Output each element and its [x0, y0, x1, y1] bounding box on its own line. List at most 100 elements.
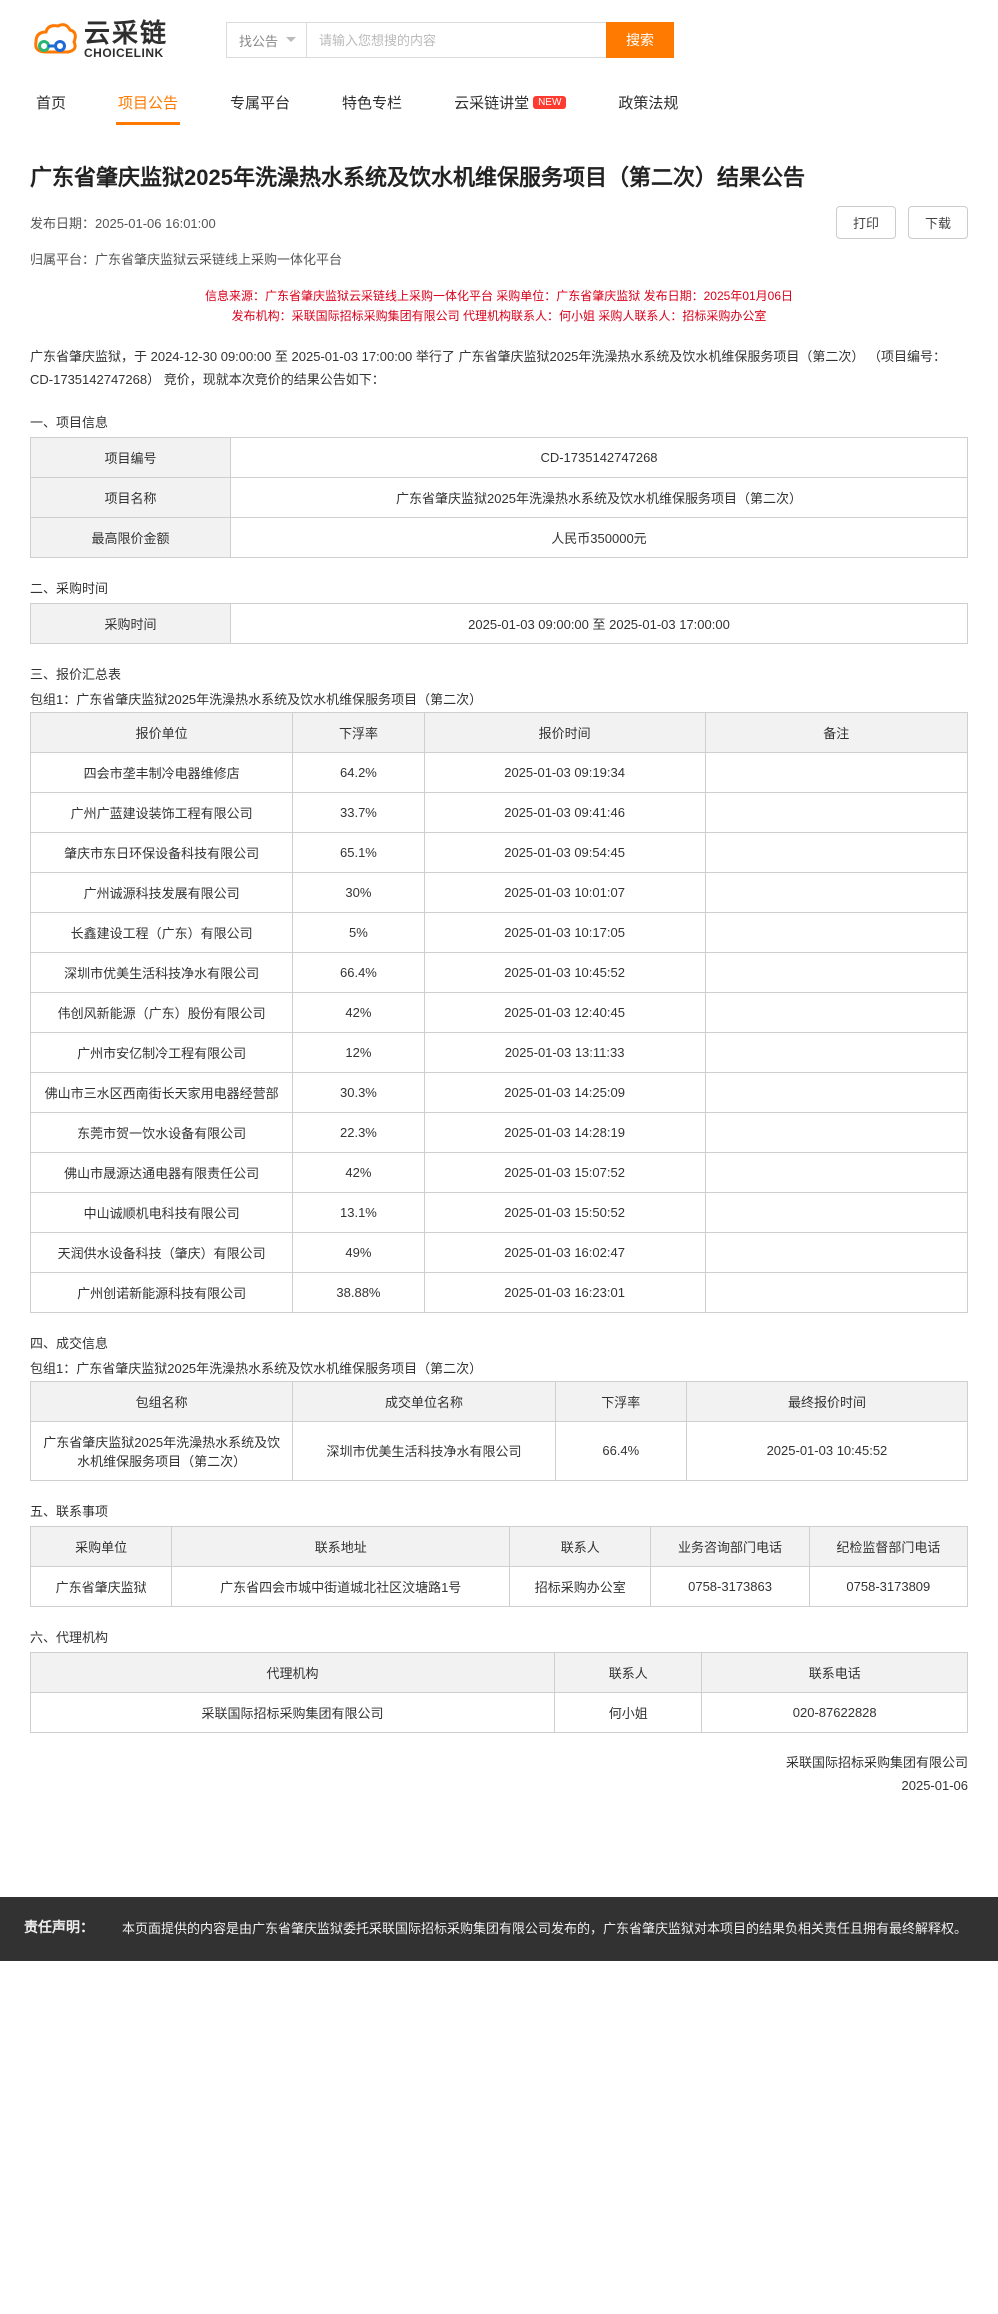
table-cell: 2025-01-03 09:41:46	[424, 792, 705, 832]
table-cell: 广东省肇庆监狱	[31, 1566, 172, 1606]
table-cell: 22.3%	[293, 1112, 424, 1152]
procurement-time-key: 采购时间	[31, 603, 231, 643]
table-cell: 长鑫建设工程（广东）有限公司	[31, 912, 293, 952]
logo-text-cn: 云采链	[84, 20, 168, 47]
disclaimer-bar: 责任声明： 本页面提供的内容是由广东省肇庆监狱委托采联国际招标采购集团有限公司发…	[0, 1897, 998, 1960]
search-input[interactable]	[306, 22, 606, 58]
table-header-cell: 包组名称	[31, 1381, 293, 1421]
table-cell: 广东省四会市城中街道城北社区汶塘路1号	[172, 1566, 510, 1606]
cell-key: 最高限价金额	[31, 517, 231, 557]
red-info: 信息来源：广东省肇庆监狱云采链线上采购一体化平台 采购单位：广东省肇庆监狱 发布…	[30, 286, 968, 327]
table-cell	[705, 832, 967, 872]
search-category-select[interactable]: 找公告	[226, 22, 306, 58]
table-cell: 5%	[293, 912, 424, 952]
procurement-time-value: 2025-01-03 09:00:00 至 2025-01-03 17:00:0…	[231, 603, 968, 643]
table-header-cell: 联系人	[510, 1526, 651, 1566]
table-cell: 2025-01-03 14:25:09	[424, 1072, 705, 1112]
nav-item[interactable]: 首页	[34, 86, 68, 125]
table-header-cell: 成交单位名称	[293, 1381, 555, 1421]
table-cell: 33.7%	[293, 792, 424, 832]
table-cell: 何小姐	[554, 1692, 701, 1732]
table-cell: 13.1%	[293, 1192, 424, 1232]
contact-table: 采购单位联系地址联系人业务咨询部门电话纪检监督部门电话广东省肇庆监狱广东省四会市…	[30, 1526, 968, 1607]
nav-item[interactable]: 特色专栏	[340, 86, 404, 125]
nav-item-label: 首页	[36, 92, 66, 113]
new-badge: NEW	[533, 96, 566, 109]
print-button[interactable]: 打印	[836, 206, 896, 239]
logo[interactable]: 云采链 CHOICELINK	[30, 20, 168, 60]
table-header-row: 代理机构联系人联系电话	[31, 1652, 968, 1692]
section-5-heading: 五、联系事项	[30, 1501, 968, 1520]
red-line-1: 信息来源：广东省肇庆监狱云采链线上采购一体化平台 采购单位：广东省肇庆监狱 发布…	[30, 286, 968, 306]
table-row: 广州创诺新能源科技有限公司38.88%2025-01-03 16:23:01	[31, 1272, 968, 1312]
nav-item[interactable]: 云采链讲堂 NEW	[452, 86, 568, 125]
search-category-label: 找公告	[239, 31, 278, 50]
table-header-cell: 报价时间	[424, 712, 705, 752]
table-cell: 2025-01-03 09:19:34	[424, 752, 705, 792]
table-cell: 66.4%	[293, 952, 424, 992]
cell-value: CD-1735142747268	[231, 437, 968, 477]
table-row: 最高限价金额人民币350000元	[31, 517, 968, 557]
table-cell: 中山诚顺机电科技有限公司	[31, 1192, 293, 1232]
main-nav: 首页 项目公告 专属平台 特色专栏 云采链讲堂 NEW 政策法规	[30, 74, 968, 126]
signature: 采联国际招标采购集团有限公司 2025-01-06	[30, 1751, 968, 1798]
red-line-2: 发布机构：采联国际招标采购集团有限公司 代理机构联系人：何小姐 采购人联系人：招…	[30, 306, 968, 326]
table-cell: 49%	[293, 1232, 424, 1272]
table-cell: 招标采购办公室	[510, 1566, 651, 1606]
table-cell: 广州广蓝建设装饰工程有限公司	[31, 792, 293, 832]
table-row: 四会市垄丰制冷电器维修店64.2%2025-01-03 09:19:34	[31, 752, 968, 792]
table-header-cell: 采购单位	[31, 1526, 172, 1566]
intro-text: 广东省肇庆监狱，于 2024-12-30 09:00:00 至 2025-01-…	[30, 345, 968, 392]
nav-item[interactable]: 政策法规	[616, 86, 680, 125]
meta-row: 发布日期：2025-01-06 16:01:00 打印 下载	[30, 206, 968, 239]
table-cell	[705, 952, 967, 992]
table-cell: 采联国际招标采购集团有限公司	[31, 1692, 555, 1732]
table-cell: 深圳市优美生活科技净水有限公司	[293, 1421, 555, 1480]
nav-item-label: 云采链讲堂	[454, 92, 529, 113]
table-cell	[705, 1192, 967, 1232]
table-cell: 42%	[293, 992, 424, 1032]
table-row: 采联国际招标采购集团有限公司何小姐020-87622828	[31, 1692, 968, 1732]
table-cell: 2025-01-03 10:01:07	[424, 872, 705, 912]
search-button[interactable]: 搜索	[606, 22, 674, 58]
table-row: 佛山市三水区西南街长天家用电器经营部30.3%2025-01-03 14:25:…	[31, 1072, 968, 1112]
cell-key: 项目名称	[31, 477, 231, 517]
download-button[interactable]: 下载	[908, 206, 968, 239]
agency-table: 代理机构联系人联系电话采联国际招标采购集团有限公司何小姐020-87622828	[30, 1652, 968, 1733]
section-3-sub: 包组1：广东省肇庆监狱2025年洗澡热水系统及饮水机维保服务项目（第二次）	[30, 689, 968, 708]
table-row: 广州诚源科技发展有限公司30%2025-01-03 10:01:07	[31, 872, 968, 912]
disclaimer-text: 本页面提供的内容是由广东省肇庆监狱委托采联国际招标采购集团有限公司发布的，广东省…	[122, 1917, 967, 1940]
table-row: 伟创风新能源（广东）股份有限公司42%2025-01-03 12:40:45	[31, 992, 968, 1032]
table-cell: 2025-01-03 16:02:47	[424, 1232, 705, 1272]
table-cell: 66.4%	[555, 1421, 686, 1480]
table-cell	[705, 1072, 967, 1112]
logo-text-en: CHOICELINK	[84, 47, 168, 60]
table-cell: 深圳市优美生活科技净水有限公司	[31, 952, 293, 992]
table-header-cell: 联系电话	[702, 1652, 968, 1692]
table-cell: 2025-01-03 14:28:19	[424, 1112, 705, 1152]
table-cell: 42%	[293, 1152, 424, 1192]
table-cell: 广州诚源科技发展有限公司	[31, 872, 293, 912]
table-row: 东莞市贺一饮水设备有限公司22.3%2025-01-03 14:28:19	[31, 1112, 968, 1152]
table-cell: 0758-3173863	[651, 1566, 809, 1606]
deal-info-table: 包组名称成交单位名称下浮率最终报价时间广东省肇庆监狱2025年洗澡热水系统及饮水…	[30, 1381, 968, 1481]
table-header-cell: 联系地址	[172, 1526, 510, 1566]
nav-item[interactable]: 项目公告	[116, 86, 180, 125]
table-header-cell: 联系人	[554, 1652, 701, 1692]
table-cell: 020-87622828	[702, 1692, 968, 1732]
table-row: 广东省肇庆监狱广东省四会市城中街道城北社区汶塘路1号招标采购办公室0758-31…	[31, 1566, 968, 1606]
table-cell: 天润供水设备科技（肇庆）有限公司	[31, 1232, 293, 1272]
table-cell	[705, 1032, 967, 1072]
signature-org: 采联国际招标采购集团有限公司	[30, 1751, 968, 1774]
table-cell: 2025-01-03 10:45:52	[686, 1421, 967, 1480]
cell-value: 广东省肇庆监狱2025年洗澡热水系统及饮水机维保服务项目（第二次）	[231, 477, 968, 517]
section-2-heading: 二、采购时间	[30, 578, 968, 597]
platform-row: 归属平台：广东省肇庆监狱云采链线上采购一体化平台	[30, 249, 968, 268]
table-cell: 0758-3173809	[809, 1566, 967, 1606]
nav-item-label: 政策法规	[618, 92, 678, 113]
nav-item[interactable]: 专属平台	[228, 86, 292, 125]
nav-item-label: 特色专栏	[342, 92, 402, 113]
table-cell: 38.88%	[293, 1272, 424, 1312]
table-header-cell: 纪检监督部门电话	[809, 1526, 967, 1566]
table-cell: 2025-01-03 10:17:05	[424, 912, 705, 952]
